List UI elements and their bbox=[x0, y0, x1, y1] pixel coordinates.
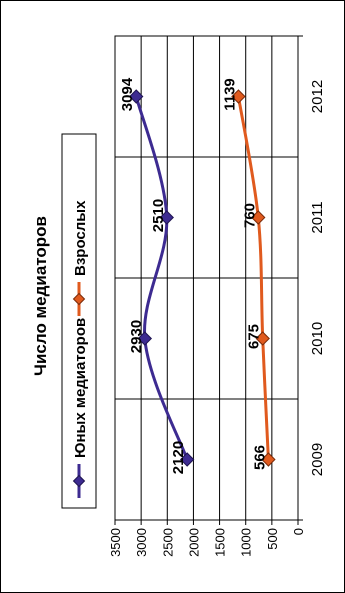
data-label: 2510 bbox=[150, 199, 167, 232]
data-label: 1139 bbox=[221, 78, 238, 111]
legend-swatch-marker bbox=[72, 292, 86, 306]
data-labels: 2120 2930 2510 3094 566 675 760 1139 bbox=[119, 77, 268, 474]
series-line bbox=[134, 96, 189, 460]
data-point bbox=[137, 331, 153, 346]
chart-title: Число медиаторов bbox=[31, 216, 50, 376]
y-tick-label: 1000 bbox=[239, 528, 254, 557]
data-point bbox=[251, 210, 266, 225]
legend-label: Взрослых bbox=[72, 200, 89, 276]
x-tick-labels: 2009 2010 2011 2012 bbox=[309, 80, 326, 476]
data-label: 760 bbox=[241, 203, 258, 228]
x-tick-label: 2010 bbox=[309, 322, 326, 355]
x-tick-label: 2012 bbox=[309, 80, 326, 113]
data-point bbox=[255, 331, 270, 346]
y-tick-label: 500 bbox=[265, 528, 280, 550]
data-label: 566 bbox=[251, 445, 268, 470]
data-label: 2930 bbox=[128, 320, 145, 353]
legend-label: Юных медиаторов bbox=[72, 318, 89, 458]
data-label: 2120 bbox=[170, 441, 187, 474]
y-tick-label: 0 bbox=[291, 528, 306, 535]
y-tick-label: 3000 bbox=[134, 528, 149, 557]
y-tick-label: 2000 bbox=[186, 528, 201, 557]
data-label: 675 bbox=[246, 324, 263, 349]
data-point bbox=[261, 452, 276, 467]
y-tick-label: 2500 bbox=[160, 528, 175, 557]
y-tick-label: 1500 bbox=[213, 528, 228, 557]
series-line bbox=[236, 96, 270, 460]
data-point bbox=[179, 452, 195, 467]
y-tick-label: 3500 bbox=[108, 528, 123, 557]
data-point bbox=[129, 89, 144, 104]
category-gridlines bbox=[115, 35, 303, 521]
legend: Юных медиаторов Взрослых bbox=[61, 133, 97, 509]
data-label: 3094 bbox=[119, 77, 136, 111]
series-layer bbox=[129, 89, 276, 467]
data-point bbox=[231, 89, 246, 104]
y-tick-labels: 0 500 1000 1500 2000 2500 3000 3500 bbox=[108, 528, 306, 557]
data-point bbox=[159, 210, 174, 225]
legend-box bbox=[61, 133, 97, 509]
legend-swatch-marker bbox=[72, 474, 86, 488]
x-tick-label: 2011 bbox=[309, 201, 326, 233]
x-tick-label: 2009 bbox=[309, 443, 326, 476]
